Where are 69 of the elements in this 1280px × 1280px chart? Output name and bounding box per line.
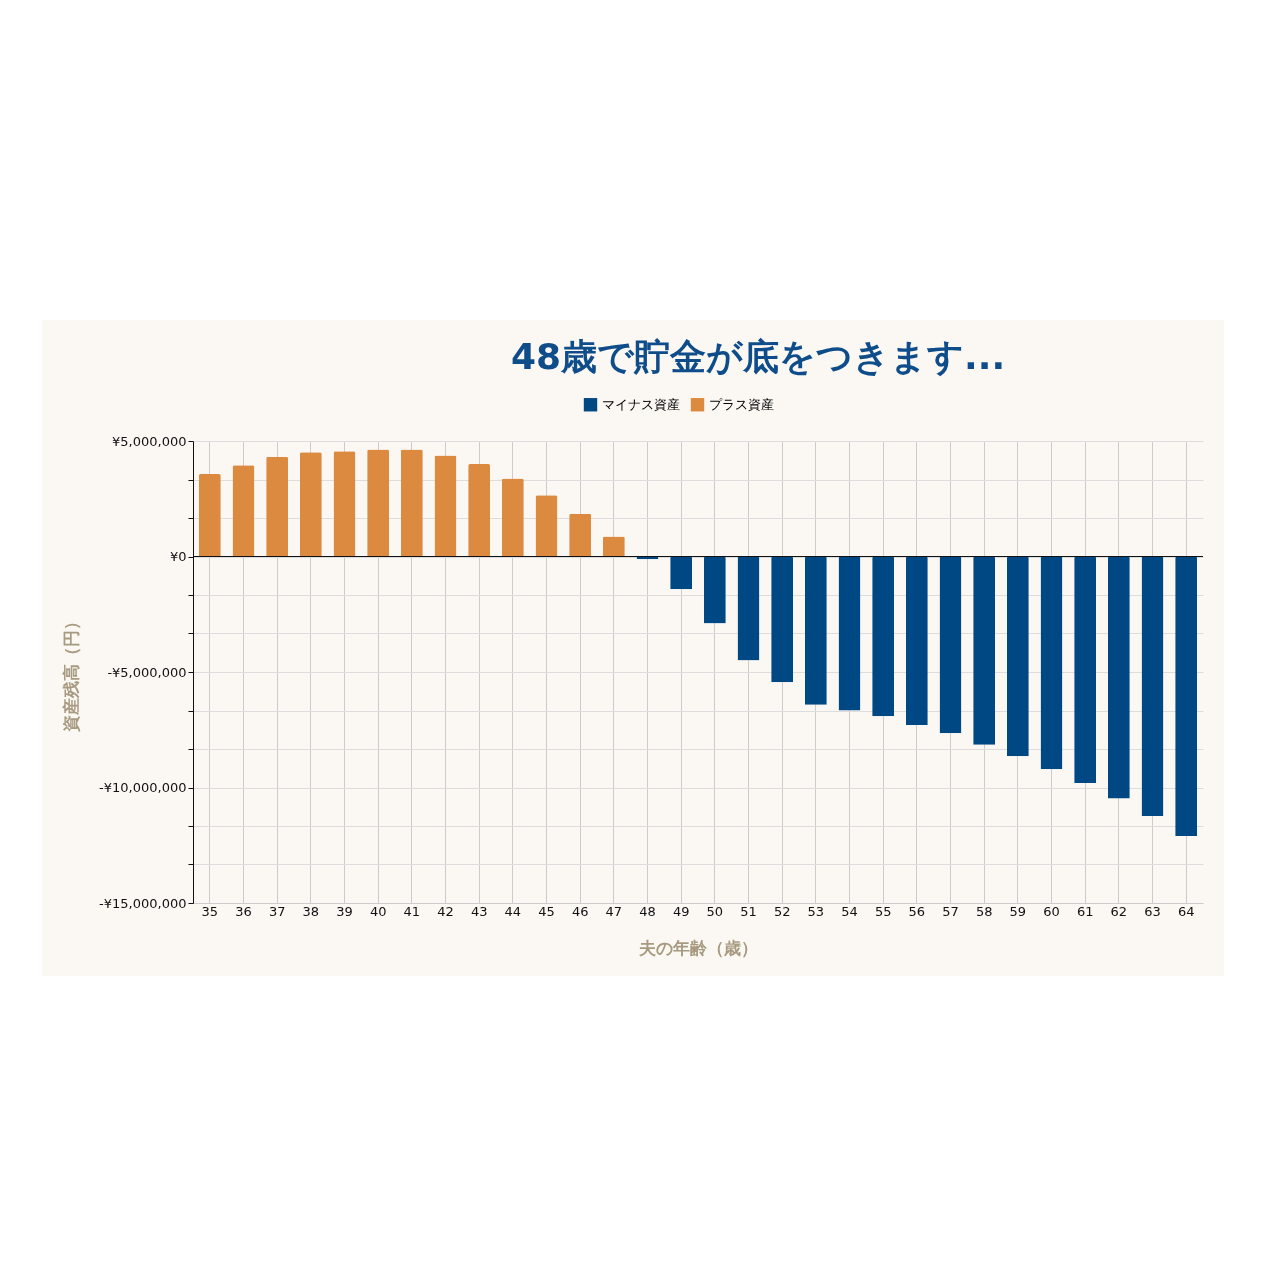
x-axis-title: 夫の年齢（歳） [638,937,758,958]
x-tick-label: 57 [942,903,959,919]
x-tick-label: 47 [605,903,623,919]
x-tick-label: 41 [403,903,421,919]
x-tick-label: 52 [773,903,791,919]
bar [569,513,592,557]
bar [939,556,962,734]
bar [602,536,625,557]
y-tick-label: -¥15,000,000 [99,895,187,911]
legend-label: マイナス資産 [602,396,680,412]
bar [232,465,255,557]
x-tick-label: 35 [201,903,219,919]
bar [905,556,928,725]
bar [434,455,457,557]
bar [737,556,760,661]
x-tick-label: 51 [740,903,757,919]
legend-label: プラス資産 [709,396,774,412]
x-tick-label: 61 [1076,903,1094,919]
x-tick-label: 58 [975,903,993,919]
bar [838,556,861,711]
x-tick-label: 36 [235,903,252,919]
bar [535,495,558,557]
x-tick-label: 48 [639,903,656,919]
x-tick-label: 42 [437,903,454,919]
bar [1141,556,1164,816]
bar [400,449,423,557]
x-tick-label: 45 [538,903,555,919]
bar [670,556,693,590]
x-tick-label: 62 [1110,903,1128,919]
x-tick-label: 63 [1144,903,1161,919]
bar [1040,556,1063,770]
x-tick-label: 60 [1043,903,1060,919]
y-tick-label: -¥5,000,000 [107,664,187,680]
bar [1107,556,1130,799]
bar [266,456,289,557]
bar [1175,556,1198,837]
x-tick-label: 49 [672,903,690,919]
chart-title: 48歳で貯金が底をつきます... [510,336,1006,377]
x-tick-label: 55 [874,903,892,919]
bar [198,474,221,557]
bar [804,556,827,705]
bar [333,451,356,557]
x-tick-label: 44 [504,903,522,919]
bar [771,556,794,683]
x-tick-label: 54 [841,903,858,919]
x-tick-label: 40 [369,903,387,919]
y-axis-title: 資産残高（円） [61,613,82,733]
x-tick-label: 50 [706,903,724,919]
bar [501,478,524,557]
bar [872,556,895,717]
bar [468,464,491,557]
x-tick-label: 39 [336,903,353,919]
x-tick-label: 37 [268,903,286,919]
bar [1006,556,1029,757]
x-tick-label: 64 [1177,903,1195,919]
x-tick-label: 46 [571,903,589,919]
y-tick-label: ¥0 [169,549,187,564]
x-tick-label: 38 [302,903,320,919]
x-tick-label: 59 [1009,903,1027,919]
x-tick-label: 43 [470,903,488,919]
bar [973,556,996,745]
bar [1074,556,1097,784]
bar [299,452,322,557]
x-tick-label: 53 [807,903,825,919]
bar [367,449,390,557]
y-tick-label: -¥10,000,000 [99,780,187,795]
y-tick-label: ¥5,000,000 [112,433,187,449]
x-tick-label: 56 [908,903,926,919]
bar [703,556,726,624]
